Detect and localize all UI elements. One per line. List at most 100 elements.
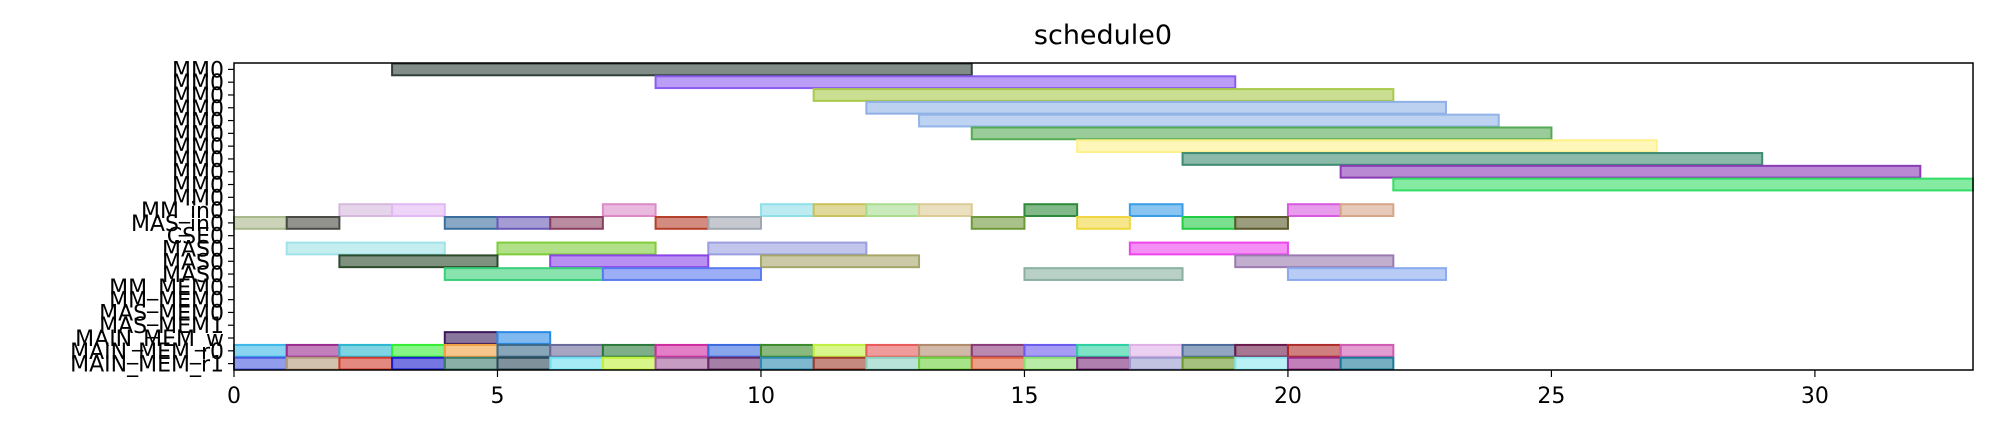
- task-bar: [496, 331, 552, 345]
- task-bar: [496, 241, 657, 256]
- task-bar: [1023, 203, 1079, 217]
- task-bar: [443, 356, 499, 371]
- task-bar: [707, 356, 762, 371]
- task-bar: [759, 356, 815, 371]
- task-bar: [1076, 356, 1131, 371]
- task-bar: [759, 203, 815, 217]
- y-tick-label: MAIN_MEM_r0: [70, 340, 224, 365]
- task-bar: [601, 356, 657, 371]
- task-bar: [233, 343, 288, 358]
- y-tick-label: MAIN_MEM_w: [75, 327, 224, 352]
- y-tick-label: MM0: [172, 135, 224, 160]
- task-bar: [338, 203, 394, 217]
- y-tick-label: MM0: [172, 97, 224, 122]
- x-tick-label: 20: [1274, 384, 1302, 409]
- y-tick-label: MM0: [172, 84, 224, 109]
- y-tick-label: MM0: [172, 161, 224, 186]
- task-bar: [549, 216, 604, 230]
- task-bar: [1286, 356, 1342, 371]
- y-tick-label: MM_MEM0: [109, 289, 224, 314]
- y-tick-label: MM0: [172, 186, 224, 211]
- y-axis: MM0MM0MM0MM0MM0MM0MM0MM0MM0MM0MM0MM_in0M…: [70, 58, 234, 378]
- task-bar: [496, 216, 552, 230]
- task-bar: [601, 203, 657, 217]
- task-bar: [1392, 177, 1975, 192]
- task-bar: [1286, 343, 1342, 358]
- task-bar: [1234, 343, 1289, 358]
- task-bar: [865, 203, 921, 217]
- task-bar: [654, 343, 710, 358]
- task-bar: [391, 62, 973, 77]
- task-bar: [707, 216, 762, 230]
- y-tick-label: MAS_in0: [131, 212, 224, 237]
- task-bar: [1128, 203, 1184, 217]
- task-bar: [1339, 164, 1922, 179]
- task-bar: [1023, 267, 1184, 281]
- bars-layer: [233, 62, 1975, 371]
- task-bar: [654, 356, 710, 371]
- task-bar: [970, 343, 1026, 358]
- task-bar: [1339, 343, 1395, 358]
- task-bar: [443, 343, 499, 358]
- task-bar: [1339, 203, 1395, 217]
- task-bar: [1128, 241, 1289, 256]
- task-bar: [1181, 152, 1764, 166]
- y-tick-label: MAS0: [162, 250, 224, 275]
- y-tick-label: CSE0: [167, 225, 224, 250]
- y-tick-label: MAS_MEM1: [99, 314, 224, 339]
- task-bar: [707, 343, 762, 358]
- task-bar: [285, 356, 341, 371]
- x-tick-label: 30: [1801, 384, 1829, 409]
- task-bar: [443, 331, 499, 345]
- y-tick-label: MM0: [172, 174, 224, 199]
- y-tick-label: MM0: [172, 122, 224, 147]
- x-tick-label: 10: [747, 384, 775, 409]
- task-bar: [285, 241, 446, 256]
- task-bar: [391, 356, 446, 371]
- task-bar: [1286, 203, 1342, 217]
- task-bar: [970, 126, 1553, 141]
- task-bar: [443, 267, 604, 281]
- y-tick-label: MAIN_MEM_r1: [70, 353, 224, 378]
- task-bar: [391, 343, 446, 358]
- task-bar: [1181, 216, 1237, 230]
- task-bar: [865, 343, 921, 358]
- task-bar: [918, 113, 1500, 128]
- y-tick-label: MM0: [172, 71, 224, 96]
- y-tick-label: MAS_MEM0: [99, 301, 224, 326]
- task-bar: [496, 343, 552, 358]
- task-bar: [918, 356, 973, 371]
- task-bar: [1234, 216, 1289, 230]
- task-bar: [759, 254, 921, 269]
- task-bar: [601, 343, 657, 358]
- task-bar: [1076, 139, 1658, 154]
- task-bar: [338, 356, 394, 371]
- task-bar: [391, 203, 446, 217]
- y-tick-label: MM0: [172, 110, 224, 135]
- plot-area-frame: [233, 62, 1974, 371]
- x-tick-label: 25: [1537, 384, 1565, 409]
- task-bar: [1234, 356, 1289, 371]
- task-bar: [865, 356, 921, 371]
- task-bar: [1181, 356, 1237, 371]
- task-bar: [1023, 343, 1079, 358]
- task-bar: [338, 254, 499, 269]
- task-bar: [1128, 356, 1184, 371]
- task-bar: [812, 343, 868, 358]
- y-tick-label: MM_MEM0: [109, 276, 224, 301]
- task-bar: [1076, 343, 1131, 358]
- y-tick-label: MAS0: [162, 237, 224, 262]
- task-bar: [1181, 343, 1237, 358]
- chart-title: schedule0: [1034, 20, 1172, 51]
- y-tick-label: MAS0: [162, 263, 224, 288]
- task-bar: [812, 203, 868, 217]
- task-bar: [1339, 356, 1395, 371]
- task-bar: [812, 88, 1395, 102]
- task-bar: [865, 100, 1448, 115]
- x-tick-label: 0: [227, 384, 241, 409]
- x-tick-label: 5: [490, 384, 504, 409]
- x-tick-label: 15: [1010, 384, 1038, 409]
- task-bar: [759, 343, 815, 358]
- task-bar: [549, 254, 710, 269]
